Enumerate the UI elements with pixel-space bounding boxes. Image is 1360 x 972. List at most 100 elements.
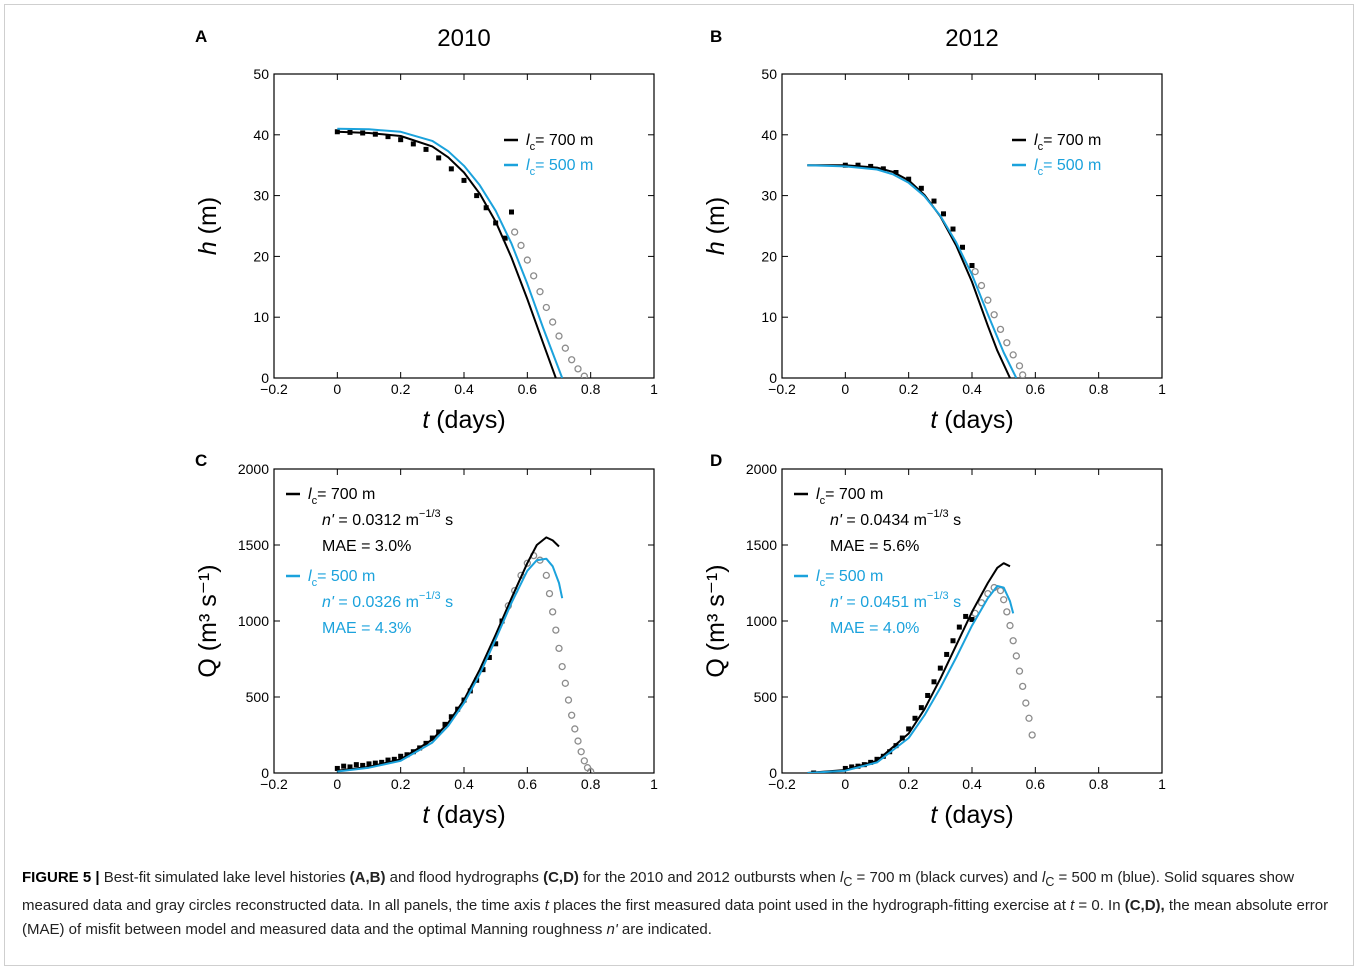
reconstructed-point — [558, 662, 566, 671]
reconstructed-point — [545, 589, 554, 598]
annotation-unit: s — [949, 594, 961, 611]
x-tick-label: 0.4 — [454, 776, 474, 792]
measured-point — [360, 762, 366, 768]
annotation-value: = 700 m — [825, 486, 883, 503]
legend-value: = 700 m — [535, 132, 593, 149]
annotation-superscript: −1/3 — [419, 508, 441, 520]
y-tick-label: 20 — [253, 248, 269, 264]
legend-symbol: l — [526, 132, 530, 149]
y-tick-label: 500 — [754, 689, 778, 705]
y-tick-label: 0 — [769, 370, 777, 386]
measured-point — [925, 692, 931, 698]
legend-symbol: l — [1034, 132, 1038, 149]
legend-symbol: l — [526, 157, 530, 174]
measured-point — [483, 205, 489, 211]
reconstructed-point — [1028, 731, 1036, 739]
legend-subscript: c — [530, 141, 536, 153]
caption-text: and flood hydrographs — [385, 869, 544, 886]
x-axis-unit: (days) — [937, 406, 1013, 434]
reconstructed-point — [555, 644, 563, 653]
reconstructed-point — [1009, 351, 1017, 359]
legend-label: lc= 500 m — [526, 157, 593, 178]
y-tick-label: 1000 — [238, 613, 269, 629]
x-tick-label: 0.4 — [454, 381, 474, 397]
measured-point — [944, 651, 950, 657]
y-axis-symbol: h — [702, 241, 730, 255]
measured-point — [334, 765, 340, 771]
measured-point — [448, 166, 454, 172]
measured-point — [341, 763, 347, 769]
annotation-subscript: c — [820, 577, 826, 589]
annotation-subscript: c — [820, 495, 826, 507]
annotation-superscript: −1/3 — [927, 508, 949, 520]
x-tick-label: 0.2 — [391, 381, 411, 397]
caption-panel-ref: (C,D), — [1124, 897, 1165, 914]
annotation-symbol: n' — [322, 512, 335, 529]
reconstructed-point — [1012, 652, 1020, 660]
y-tick-label: 40 — [253, 127, 269, 143]
x-tick-label: 0.4 — [962, 381, 982, 397]
x-tick-label: 1 — [650, 381, 658, 397]
measured-point — [429, 735, 435, 741]
annotation-value: = 0.0434 m — [842, 512, 927, 529]
legend-label: lc= 700 m — [526, 132, 593, 153]
reconstructed-point — [580, 372, 588, 378]
annotation-unit: s — [441, 594, 453, 611]
caption-symbol: l — [839, 869, 844, 886]
reconstructed-point — [536, 288, 544, 296]
measured-point — [874, 756, 880, 762]
y-tick-label: 10 — [761, 309, 777, 325]
y-axis-label: Q (m³ s⁻¹) — [194, 564, 222, 677]
series-line-lc500 — [337, 557, 564, 773]
reconstructed-point — [996, 586, 1005, 595]
caption-symbol: t — [1070, 897, 1075, 914]
reconstructed-point — [996, 325, 1005, 334]
x-tick-label: 0.2 — [899, 776, 919, 792]
measured-point — [950, 226, 956, 232]
x-tick-label: 0.2 — [391, 776, 411, 792]
x-tick-label: 1 — [1158, 381, 1166, 397]
caption-symbol: t — [544, 897, 549, 914]
annotation-mae: MAE = 4.3% — [322, 620, 411, 637]
annotation-length: lc= 500 m — [816, 568, 883, 589]
annotation-roughness: n' = 0.0326 m−1/3 s — [322, 590, 453, 611]
reconstructed-point — [561, 344, 569, 352]
measured-point — [480, 667, 486, 673]
measured-point — [912, 715, 918, 721]
measured-point — [963, 613, 969, 619]
reconstructed-point — [523, 559, 531, 567]
x-axis-label: t (days) — [930, 801, 1013, 829]
measured-point — [906, 726, 912, 732]
reconstructed-point — [587, 767, 595, 773]
measured-point — [956, 624, 962, 630]
measured-point — [969, 263, 975, 269]
series-line-lc700 — [337, 130, 557, 378]
panel-label: B — [710, 27, 722, 46]
caption-label: FIGURE 5 | — [22, 869, 100, 886]
caption-subscript: C — [843, 875, 853, 889]
panel-label: D — [710, 451, 722, 470]
figure-caption: FIGURE 5 | Best-fit simulated lake level… — [22, 866, 1338, 942]
reconstructed-point — [1019, 371, 1027, 378]
x-tick-label: 0.8 — [581, 776, 601, 792]
reconstructed-point — [574, 737, 582, 745]
y-tick-label: 0 — [261, 765, 269, 781]
reconstructed-point — [1015, 362, 1024, 370]
reconstructed-point — [984, 296, 992, 304]
panel-label: C — [195, 451, 207, 470]
caption-panel-ref: (C,D) — [543, 869, 579, 886]
caption-text: = 0. In — [1074, 897, 1125, 914]
y-axis-symbol: h — [194, 241, 222, 255]
measured-point — [391, 756, 397, 762]
y-tick-label: 1500 — [238, 537, 269, 553]
x-tick-label: 0.4 — [962, 776, 982, 792]
x-axis-symbol: t — [930, 406, 938, 434]
x-tick-label: 1 — [650, 776, 658, 792]
annotation-unit: s — [949, 512, 961, 529]
annotation-mae: MAE = 5.6% — [830, 538, 919, 555]
x-tick-label: 0 — [333, 381, 341, 397]
annotation-symbol: l — [308, 486, 312, 503]
